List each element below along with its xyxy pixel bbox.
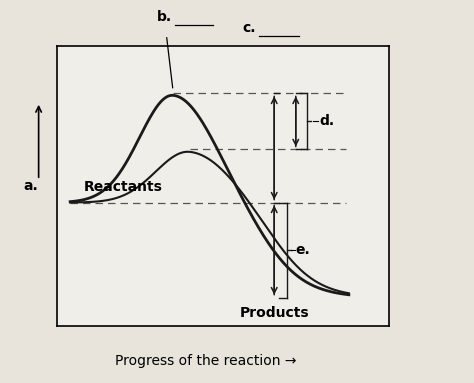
Text: d.: d. [319,115,334,128]
Text: Progress of the reaction →: Progress of the reaction → [116,354,297,368]
Text: c.: c. [243,21,256,35]
Text: Products: Products [239,306,309,320]
Text: b.: b. [156,10,172,24]
Text: a.: a. [23,179,38,193]
Text: e.: e. [296,243,310,257]
Text: Reactants: Reactants [83,180,162,194]
